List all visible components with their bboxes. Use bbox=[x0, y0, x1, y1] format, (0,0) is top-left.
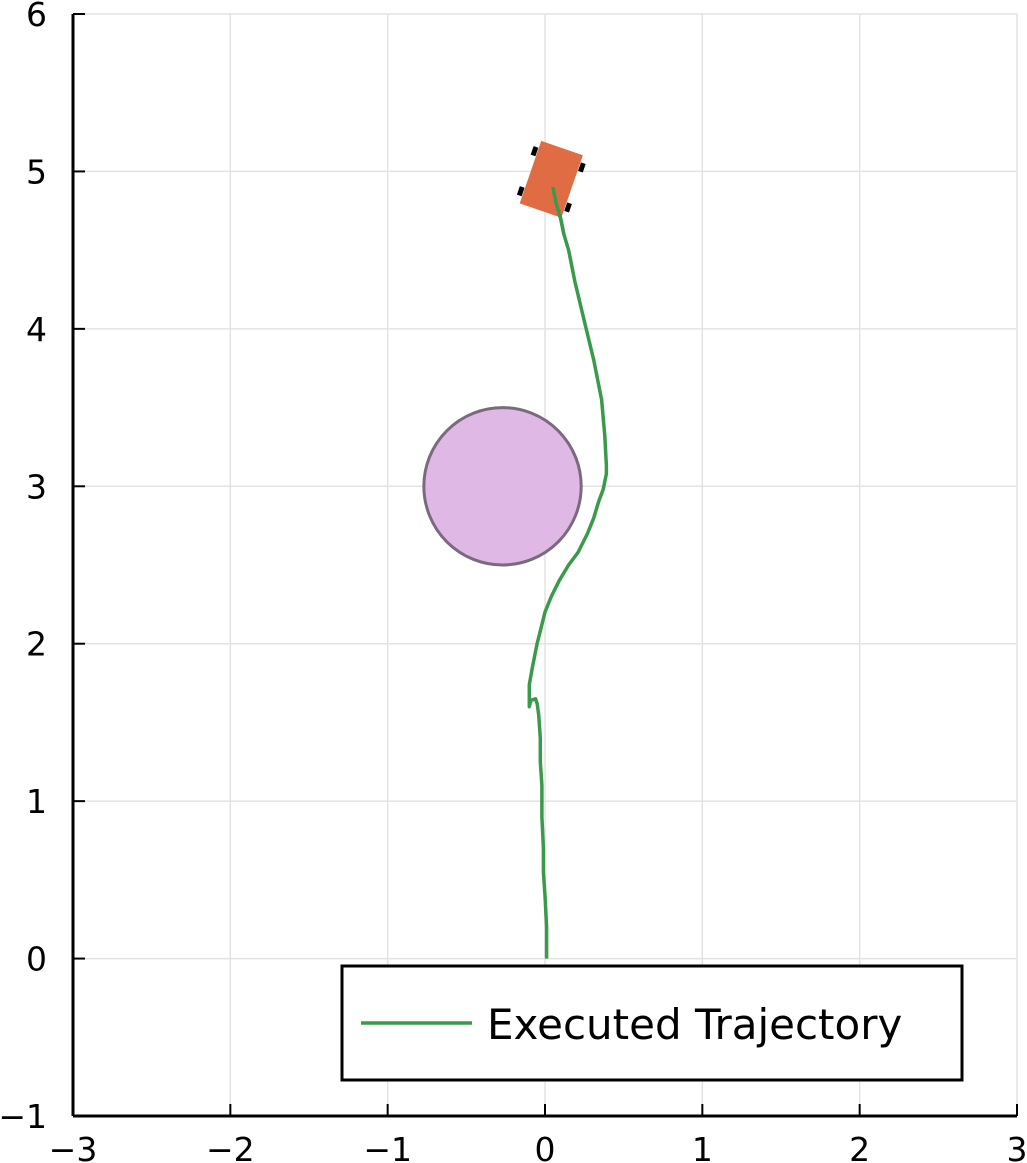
y-tick-label: 6 bbox=[26, 0, 47, 34]
x-tick-label: 1 bbox=[692, 1130, 713, 1163]
y-tick-label: 5 bbox=[26, 152, 47, 191]
vehicle-wheel bbox=[530, 146, 539, 157]
vehicle-wheel bbox=[564, 202, 572, 213]
y-tick-label: 4 bbox=[26, 310, 47, 349]
x-tick-label: −1 bbox=[363, 1130, 412, 1163]
x-tick-label: 2 bbox=[849, 1130, 870, 1163]
series-line-executed-trajectory bbox=[527, 186, 609, 959]
y-tick-label: 0 bbox=[26, 940, 47, 979]
vehicle-layer bbox=[516, 140, 586, 235]
x-tick-label: −2 bbox=[206, 1130, 255, 1163]
vehicle-wheel bbox=[516, 186, 525, 197]
y-tick-label: 1 bbox=[26, 782, 47, 821]
series-layer bbox=[527, 186, 609, 959]
obstacle-layer bbox=[422, 406, 583, 567]
vehicle bbox=[516, 140, 586, 218]
legend: Executed Trajectory bbox=[340, 964, 964, 1082]
vehicle-body bbox=[519, 140, 583, 218]
y-tick-label: 2 bbox=[26, 625, 47, 664]
y-tick-label: −1 bbox=[0, 1097, 47, 1136]
x-tick-label: 0 bbox=[535, 1130, 556, 1163]
vehicle-wheel bbox=[578, 162, 586, 173]
legend-label-executed-trajectory: Executed Trajectory bbox=[487, 1000, 902, 1049]
x-tick-label: −3 bbox=[49, 1130, 98, 1163]
series-line-tip bbox=[551, 186, 566, 235]
obstacle-circle bbox=[422, 406, 583, 567]
x-tick-label: 3 bbox=[1007, 1130, 1027, 1163]
y-tick-label: 3 bbox=[26, 467, 47, 506]
